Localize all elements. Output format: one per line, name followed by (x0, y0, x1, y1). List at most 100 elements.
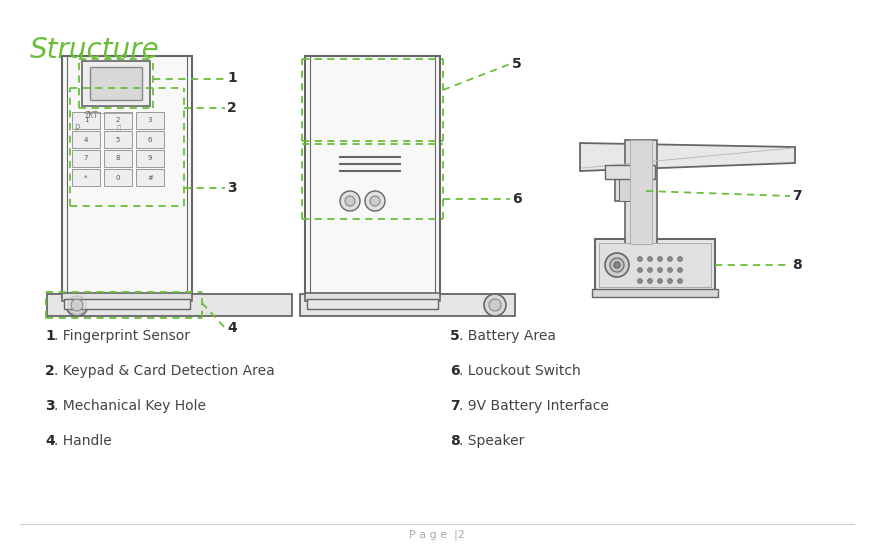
Text: 2: 2 (227, 101, 237, 115)
Text: 2: 2 (116, 117, 121, 123)
Bar (605, 165, 655, 179)
Text: . Louckout Switch: . Louckout Switch (459, 364, 580, 378)
Bar (307, 299, 438, 309)
Text: 3: 3 (227, 181, 237, 195)
Polygon shape (580, 143, 795, 171)
Text: 5: 5 (512, 57, 522, 71)
Text: . Mechanical Key Hole: . Mechanical Key Hole (54, 399, 206, 413)
Circle shape (614, 262, 620, 268)
Circle shape (340, 191, 360, 211)
Text: 0: 0 (115, 175, 121, 181)
Bar (72, 150, 100, 167)
Circle shape (657, 268, 662, 272)
Bar (104, 150, 132, 167)
Circle shape (648, 257, 653, 262)
Bar (104, 112, 132, 129)
Circle shape (489, 299, 501, 311)
Circle shape (610, 258, 624, 272)
Text: 5: 5 (116, 136, 121, 143)
Bar (310, 56, 435, 296)
Text: . Keypad & Card Detection Area: . Keypad & Card Detection Area (54, 364, 274, 378)
Text: 6: 6 (450, 364, 460, 378)
Text: 7: 7 (450, 399, 460, 413)
Text: 7: 7 (84, 156, 88, 162)
Text: . Battery Area: . Battery Area (459, 329, 556, 343)
Circle shape (637, 257, 642, 262)
Text: 4: 4 (227, 321, 237, 335)
Bar (72, 112, 100, 129)
Bar (625, 140, 657, 244)
Circle shape (71, 299, 83, 311)
Text: ⚿: ⚿ (117, 124, 121, 130)
Text: 4: 4 (84, 136, 88, 143)
Bar (72, 169, 100, 186)
Circle shape (484, 294, 506, 316)
Text: P a g e  |2: P a g e |2 (409, 530, 465, 540)
Bar (90, 67, 142, 100)
Text: 7: 7 (792, 189, 801, 203)
Text: 3: 3 (148, 117, 152, 123)
Circle shape (677, 257, 683, 262)
Bar (62, 56, 192, 301)
Text: 8: 8 (792, 258, 801, 272)
Circle shape (365, 191, 385, 211)
Text: . 9V Battery Interface: . 9V Battery Interface (459, 399, 609, 413)
Text: Structure: Structure (30, 36, 160, 64)
Bar (136, 112, 164, 129)
Circle shape (637, 278, 642, 283)
Bar (47, 294, 292, 316)
Text: 5: 5 (450, 329, 460, 343)
Bar (592, 289, 718, 297)
Circle shape (648, 268, 653, 272)
Text: 8: 8 (115, 156, 121, 162)
Text: 1: 1 (227, 72, 237, 86)
Bar (619, 171, 641, 201)
Circle shape (657, 278, 662, 283)
Bar (67, 56, 187, 296)
Text: 6: 6 (512, 192, 522, 206)
Bar (104, 169, 132, 186)
Text: . Speaker: . Speaker (459, 434, 524, 448)
Bar (595, 239, 715, 291)
Text: 9: 9 (148, 156, 152, 162)
Bar (62, 293, 192, 301)
Bar (630, 140, 652, 244)
Circle shape (668, 257, 672, 262)
Text: 1: 1 (84, 117, 88, 123)
Circle shape (66, 294, 88, 316)
Bar (300, 294, 515, 316)
Circle shape (668, 268, 672, 272)
Bar (136, 150, 164, 167)
Circle shape (668, 278, 672, 283)
Bar (64, 299, 190, 309)
Bar (82, 61, 150, 106)
Text: . Fingerprint Sensor: . Fingerprint Sensor (54, 329, 190, 343)
Circle shape (648, 278, 653, 283)
Bar (305, 56, 440, 301)
Bar (136, 131, 164, 148)
Bar (615, 171, 645, 201)
Circle shape (657, 257, 662, 262)
Text: *: * (84, 175, 87, 181)
Bar (104, 131, 132, 148)
Text: . Handle: . Handle (54, 434, 112, 448)
Circle shape (677, 268, 683, 272)
Text: 3: 3 (45, 399, 54, 413)
Text: ZKT: ZKT (84, 111, 98, 120)
Text: 8: 8 (450, 434, 460, 448)
Bar (136, 169, 164, 186)
Bar (599, 243, 711, 287)
Circle shape (605, 253, 629, 277)
Text: 6: 6 (148, 136, 152, 143)
Text: #: # (147, 175, 153, 181)
Text: 2: 2 (45, 364, 55, 378)
Text: 4: 4 (45, 434, 55, 448)
Circle shape (345, 196, 355, 206)
Circle shape (370, 196, 380, 206)
Text: 1: 1 (45, 329, 55, 343)
Text: P: P (74, 124, 80, 133)
Circle shape (677, 278, 683, 283)
Bar (305, 293, 440, 301)
Bar (72, 131, 100, 148)
Circle shape (637, 268, 642, 272)
